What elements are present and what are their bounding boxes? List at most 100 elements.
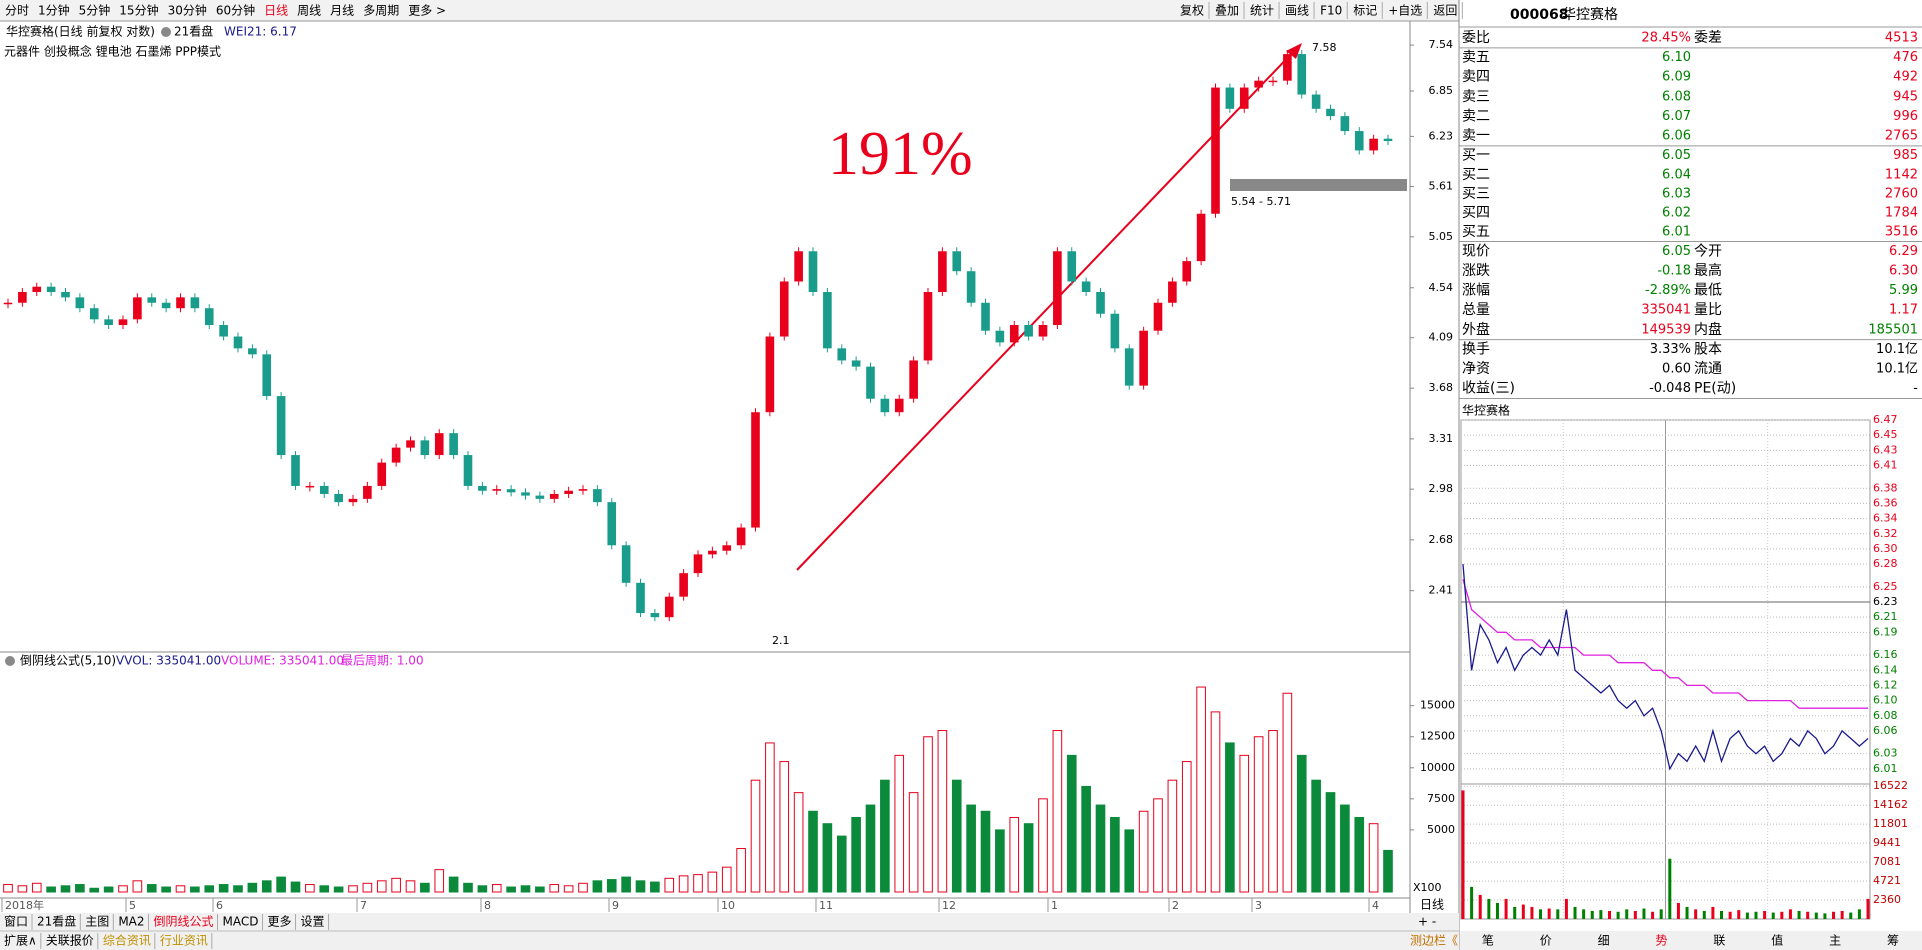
tool-button[interactable]: F10 <box>1320 4 1342 18</box>
period-tab[interactable]: 分时 <box>5 4 29 18</box>
tool-button[interactable]: 叠加 <box>1215 4 1239 18</box>
info-tab[interactable]: 关联报价 <box>46 933 94 948</box>
month-label: 4 <box>1372 899 1379 912</box>
period-tab[interactable]: 日线 <box>264 4 288 18</box>
period-tab[interactable]: 30分钟 <box>168 3 207 18</box>
tool-button[interactable]: 统计 <box>1250 4 1274 18</box>
intraday-volume <box>1495 902 1499 919</box>
quote-label: 量比 <box>1694 302 1722 318</box>
view-tab[interactable]: 笔 <box>1482 933 1494 948</box>
info-tab[interactable]: 综合资讯 <box>103 933 151 948</box>
period-tab[interactable]: 5分钟 <box>79 3 111 18</box>
y-tick-label: 6.41 <box>1873 459 1898 472</box>
chart-title: 华控赛格(日线 前复权 对数) <box>6 24 155 39</box>
panel-tab[interactable]: 21看盘 <box>37 914 76 929</box>
candle <box>1297 54 1307 95</box>
period-tab[interactable]: 60分钟 <box>216 3 255 18</box>
panel-tab[interactable]: 更多 <box>268 915 292 929</box>
period-tab[interactable]: 1分钟 <box>38 3 70 18</box>
tool-button[interactable]: 标记 <box>1353 4 1377 18</box>
tool-button[interactable]: 复权 <box>1180 4 1204 18</box>
panel-tab[interactable]: MACD <box>223 915 259 929</box>
period-tab[interactable]: 周线 <box>297 4 321 18</box>
view-tab[interactable]: 联 <box>1713 934 1725 948</box>
candle <box>837 348 847 361</box>
candle <box>133 297 142 320</box>
y-tick-label: 5.05 <box>1429 230 1454 243</box>
panel-tab[interactable]: MA2 <box>118 915 144 929</box>
y-tick-label: 6.36 <box>1873 496 1898 509</box>
tab-label[interactable]: 21看盘 <box>174 24 213 39</box>
volume-bar <box>319 885 330 893</box>
view-tab[interactable]: 势 <box>1656 934 1668 948</box>
view-tab[interactable]: 细 <box>1598 934 1610 948</box>
y-tick-label: 6.14 <box>1873 663 1898 676</box>
quote-value: 28.45% <box>1641 31 1691 46</box>
volume-bar <box>89 887 100 893</box>
volume-bar <box>1210 711 1221 893</box>
stock-name: 华控赛格 <box>1562 7 1618 23</box>
icon <box>161 27 171 37</box>
volume-bar <box>995 829 1005 893</box>
quote-label: 买三 <box>1462 186 1490 202</box>
quote-value: 6.03 <box>1662 186 1691 201</box>
y-tick-label: 6.01 <box>1873 762 1898 775</box>
volume-bar <box>276 876 286 893</box>
avg-line <box>1462 579 1868 709</box>
panel-tab[interactable]: 主图 <box>85 915 109 929</box>
volume-bar <box>736 848 746 893</box>
intraday-volume <box>1763 910 1767 919</box>
sidebar-toggle[interactable]: 测边栏《 <box>1410 933 1458 948</box>
candle <box>1326 108 1335 117</box>
period-tab[interactable]: 更多 > <box>408 4 446 18</box>
quote-value: 3516 <box>1885 225 1918 240</box>
y-tick-label: 2360 <box>1873 893 1901 906</box>
volume-bar <box>1153 798 1163 893</box>
view-tab[interactable]: 筹 <box>1887 934 1899 948</box>
candle <box>3 302 13 305</box>
quote-value: 6.02 <box>1662 206 1691 221</box>
view-tab[interactable]: 价 <box>1540 934 1552 948</box>
intraday-volume <box>1668 858 1672 919</box>
panel-tab[interactable]: 窗口 <box>4 915 28 929</box>
candle <box>794 251 803 282</box>
y-tick-label: 6.32 <box>1873 527 1898 540</box>
info-tab[interactable]: 扩展∧ <box>4 934 37 948</box>
info-tab[interactable]: 行业资讯 <box>160 934 208 948</box>
period-tab[interactable]: 15分钟 <box>119 3 158 18</box>
volume-bar <box>1066 754 1077 893</box>
intraday-volume <box>1866 898 1870 919</box>
candle <box>334 493 343 503</box>
month-label: 2018年 <box>5 898 44 912</box>
quote-value: 1.17 <box>1889 303 1918 318</box>
intraday-volume <box>1806 911 1810 919</box>
volume-bar <box>535 886 545 893</box>
quote-value: 6.09 <box>1662 70 1691 85</box>
candle <box>190 297 200 309</box>
zoom[interactable]: + - <box>1418 915 1436 929</box>
period-tab[interactable]: 月线 <box>330 4 354 18</box>
quote-label: 股本 <box>1694 341 1722 357</box>
candle <box>621 545 631 583</box>
quote-value: 6.05 <box>1662 148 1691 163</box>
panel-tab[interactable]: 设置 <box>301 915 325 929</box>
intraday-volume <box>1513 906 1517 919</box>
intraday-volume <box>1642 908 1646 919</box>
tool-button[interactable]: 画线 <box>1285 4 1309 18</box>
volume-bar <box>1296 754 1307 893</box>
tool-button[interactable]: +自选 <box>1388 4 1422 18</box>
y-tick-label: 16522 <box>1873 779 1908 792</box>
view-tab[interactable]: 值 <box>1771 933 1783 948</box>
y-tick-label: 6.21 <box>1873 610 1898 623</box>
intraday-volume <box>1478 894 1482 919</box>
volume-bar <box>46 886 56 893</box>
view-tab[interactable]: 主 <box>1829 934 1841 948</box>
period-tab[interactable]: 多周期 <box>363 4 399 18</box>
tool-button[interactable]: 返回 <box>1433 4 1457 18</box>
intraday-volume <box>1840 910 1844 919</box>
candle <box>779 281 789 337</box>
candle <box>1383 138 1393 142</box>
panel-tab[interactable]: 倒阴线公式 <box>154 915 214 929</box>
volume-bar <box>808 810 818 893</box>
